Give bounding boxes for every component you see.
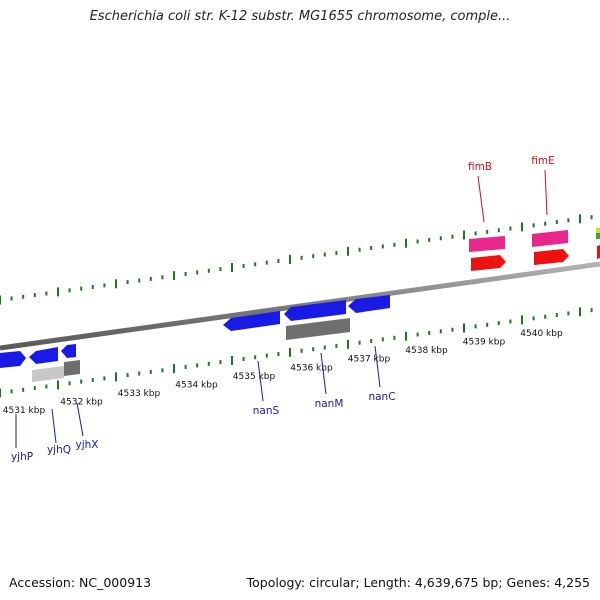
gene-block-fimB[interactable] <box>469 236 506 271</box>
topology-text: Topology: circular; Length: 4,639,675 bp… <box>246 575 590 590</box>
kbp-label: 4532 kbp <box>60 397 103 407</box>
gene-block-fimE[interactable] <box>532 230 569 265</box>
gene-arrow-pink <box>532 230 568 247</box>
feature-gray-mid <box>286 318 350 340</box>
svg-text:fimE: fimE <box>531 155 554 167</box>
svg-text:yjhX: yjhX <box>76 439 99 451</box>
gene-block-yjhX[interactable] <box>61 344 76 358</box>
kbp-label: 4539 kbp <box>463 338 506 348</box>
gene-label-nanS[interactable]: nanS <box>253 360 280 417</box>
svg-text:yjhP: yjhP <box>11 451 33 463</box>
feature-gray-left-a <box>32 366 64 382</box>
gene-labels: yjhP yjhQ yjhX nanS nanM nanC fimB fimE <box>11 155 555 463</box>
feature-gray-left-b <box>64 360 80 376</box>
feature-track <box>0 228 600 382</box>
accession-text: Accession: NC_000913 <box>9 575 152 590</box>
gene-block-edge-right <box>596 228 600 259</box>
gene-block-nanC[interactable] <box>348 295 390 313</box>
svg-text:nanS: nanS <box>253 405 280 417</box>
gene-label-fimE[interactable]: fimE <box>531 155 555 216</box>
kbp-label: 4536 kbp <box>290 363 333 373</box>
gene-arrow-red <box>534 249 569 265</box>
kbp-label: 4540 kbp <box>520 329 563 339</box>
tick-track-lower <box>0 307 593 398</box>
gene-label-nanM[interactable]: nanM <box>315 352 344 410</box>
gene-arrow-red <box>471 255 506 271</box>
gene-arrow <box>348 295 390 313</box>
gene-arrow <box>284 300 346 321</box>
gene-block-yjhP[interactable] <box>0 351 26 368</box>
gene-arrow <box>29 347 58 364</box>
svg-text:yjhQ: yjhQ <box>47 444 71 456</box>
map-title: Escherichia coli str. K-12 substr. MG165… <box>89 9 511 24</box>
svg-text:fimB: fimB <box>468 161 492 173</box>
gene-arrow <box>0 351 26 368</box>
scale-labels: 4531 kbp 4532 kbp 4533 kbp 4534 kbp 4535 kbp… <box>3 329 563 416</box>
svg-text:nanM: nanM <box>315 398 344 410</box>
gene-arrow <box>223 311 280 331</box>
gene-arrow <box>61 344 76 358</box>
kbp-label: 4538 kbp <box>405 346 448 356</box>
gene-label-yjhP[interactable]: yjhP <box>11 414 33 463</box>
gene-arrow-pink <box>469 236 505 252</box>
gene-label-yjhQ[interactable]: yjhQ <box>47 408 71 456</box>
gene-label-fimB[interactable]: fimB <box>468 161 492 223</box>
gene-block-nanS[interactable] <box>223 311 280 331</box>
kbp-label: 4531 kbp <box>3 406 46 416</box>
tick-track-upper <box>0 214 593 305</box>
kbp-label: 4535 kbp <box>233 372 276 382</box>
kbp-label: 4533 kbp <box>118 389 161 399</box>
gene-label-yjhX[interactable]: yjhX <box>76 402 99 451</box>
gene-block-nanM[interactable] <box>284 300 346 321</box>
svg-text:nanC: nanC <box>368 391 395 403</box>
gene-label-nanC[interactable]: nanC <box>368 345 396 403</box>
kbp-label: 4537 kbp <box>348 355 391 365</box>
gene-block-yjhQ[interactable] <box>29 347 58 364</box>
kbp-label: 4534 kbp <box>175 380 218 390</box>
